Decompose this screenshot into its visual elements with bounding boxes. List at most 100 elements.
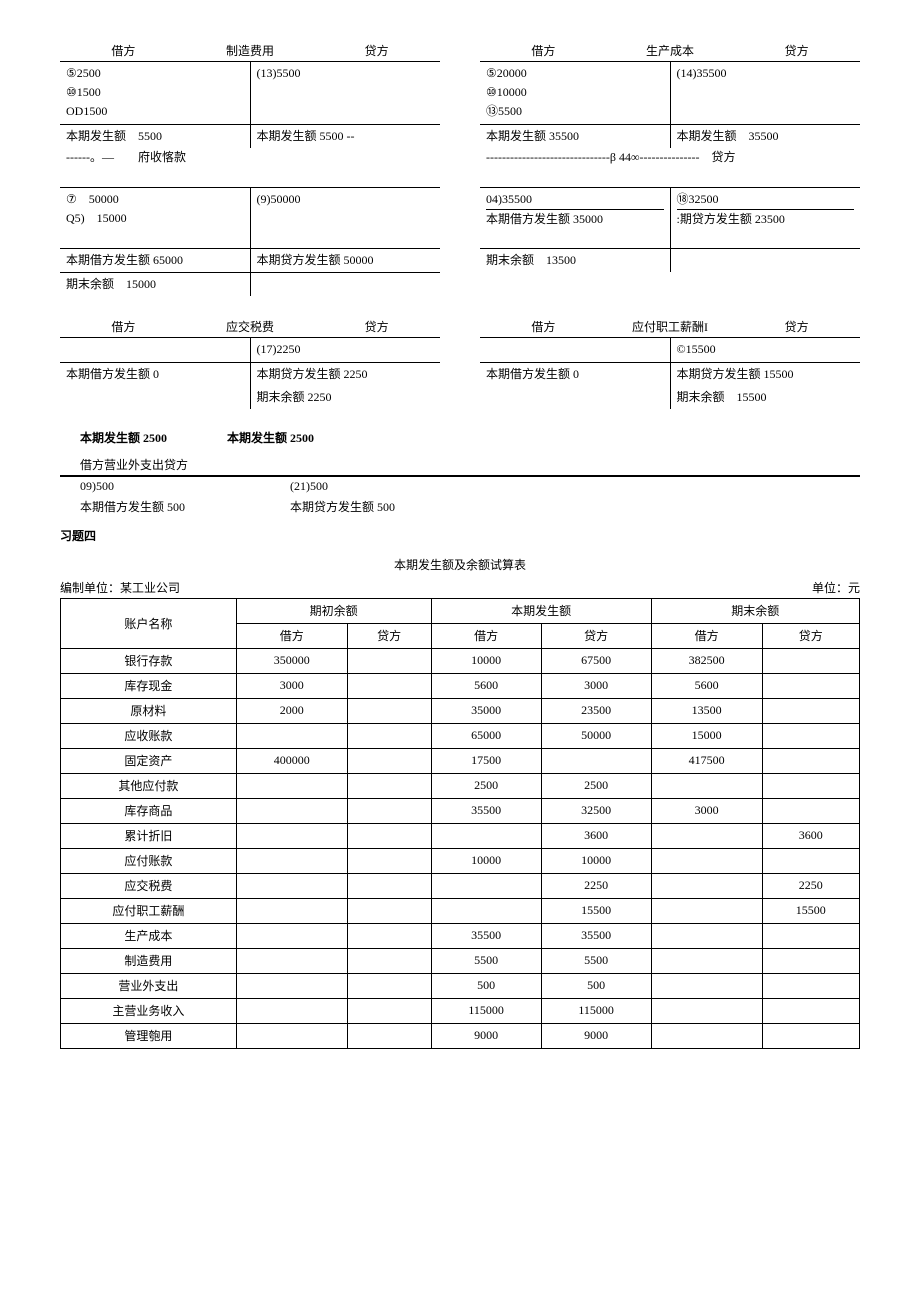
cell: 本期借方发生额 500 <box>60 496 270 517</box>
cell <box>431 898 541 923</box>
cell: ⑤2500 <box>66 64 244 83</box>
table-row: 制造费用55005500 <box>61 948 860 973</box>
t-account-mfg: 借方 制造费用 贷方 ⑤2500 ⑩1500 OD1500 (13)5500 本… <box>60 40 440 167</box>
cell: 本期贷方发生额 500 <box>270 496 480 517</box>
cell: 50000 <box>541 723 651 748</box>
th-end: 期末余额 <box>651 598 859 623</box>
hdr-right: 贷方 <box>733 42 860 59</box>
cell: 其他应付款 <box>61 773 237 798</box>
cell: 2000 <box>236 698 347 723</box>
cell <box>236 923 347 948</box>
cell: 3000 <box>651 798 762 823</box>
end-right: 期末余额 15500 <box>671 386 861 409</box>
cell <box>236 773 347 798</box>
cell: ⑩1500 <box>66 83 244 102</box>
cell: 10000 <box>541 848 651 873</box>
cell: 500 <box>431 973 541 998</box>
exercise-label: 习题四 <box>60 527 860 544</box>
cell: 04)35500 <box>486 190 664 209</box>
cell <box>762 773 859 798</box>
cell: 10000 <box>431 648 541 673</box>
table-row: 应付账款 1000010000 <box>61 848 860 873</box>
cell <box>762 648 859 673</box>
cell: 5600 <box>431 673 541 698</box>
cell <box>762 998 859 1023</box>
cell: 应付账款 <box>61 848 237 873</box>
cell: 10000 <box>431 848 541 873</box>
cell <box>651 1023 762 1048</box>
trial-meta: 编制单位：某工业公司 单位：元 <box>60 579 860 596</box>
cell: ⑦ 50000 <box>66 190 244 209</box>
t-account-nonop: 借方营业外支出贷方 09)500 (21)500 本期借方发生额 500 本期贷… <box>60 456 860 517</box>
end-right <box>251 273 441 296</box>
cell: (21)500 <box>270 477 480 496</box>
table-row: 其他应付款25002500 <box>61 773 860 798</box>
cell: 35500 <box>431 923 541 948</box>
cell: 应交税费 <box>61 873 237 898</box>
t-account-tax: 借方 应交税费 贷方 (17)2250 本期借方发生额 0 本期贷方发生额 22… <box>60 316 440 409</box>
cell <box>762 673 859 698</box>
cell: 15000 <box>651 723 762 748</box>
total-right: 本期发生额 5500 -- <box>251 125 441 148</box>
t-accounts-row-2: ⑦ 50000 Q5) 15000 (9)50000 本期借方发生额 65000… <box>60 187 860 296</box>
cell: OD1500 <box>66 102 244 121</box>
cell: 32500 <box>541 798 651 823</box>
cell: 2500 <box>431 773 541 798</box>
cell <box>762 1023 859 1048</box>
cell: 35500 <box>431 798 541 823</box>
cell <box>236 1023 347 1048</box>
table-row: 库存现金3000560030005600 <box>61 673 860 698</box>
cell <box>431 873 541 898</box>
cell: 350000 <box>236 648 347 673</box>
total-right: 本期发生额 35500 <box>671 125 861 148</box>
t-account-ar: ⑦ 50000 Q5) 15000 (9)50000 本期借方发生额 65000… <box>60 187 440 296</box>
end-right: 期末余额 2250 <box>251 386 441 409</box>
cell <box>347 923 431 948</box>
cell <box>236 898 347 923</box>
end-right <box>671 249 861 272</box>
meta-right: 单位：元 <box>812 579 860 596</box>
table-row: 应收账款650005000015000 <box>61 723 860 748</box>
hdr: 借方营业外支出贷方 <box>60 456 860 476</box>
cell <box>347 948 431 973</box>
cell <box>347 673 431 698</box>
cell: 115000 <box>541 998 651 1023</box>
cell: 417500 <box>651 748 762 773</box>
cell <box>236 798 347 823</box>
cell: ⑬5500 <box>486 102 664 121</box>
hdr-left: 借方 <box>480 42 607 59</box>
pair-left: 本期发生额 2500 <box>80 429 167 446</box>
th-cr: 贷方 <box>541 623 651 648</box>
cell <box>236 723 347 748</box>
hdr-right: 贷方 <box>733 318 860 335</box>
table-row: 固定资产40000017500417500 <box>61 748 860 773</box>
cell <box>347 723 431 748</box>
hdr-mid: 应付职工薪酬I <box>607 318 734 335</box>
total-right: 本期贷方发生额 50000 <box>251 249 441 272</box>
hdr-mid: 生产成本 <box>607 42 734 59</box>
cell: 3000 <box>541 673 651 698</box>
table-row: 银行存款3500001000067500382500 <box>61 648 860 673</box>
pair-right: 本期发生额 2500 <box>227 429 314 446</box>
hdr-left: 借方 <box>60 318 187 335</box>
table-row: 累计折旧36003600 <box>61 823 860 848</box>
cell <box>347 998 431 1023</box>
th-dr: 借方 <box>236 623 347 648</box>
t-account-salary: 借方 应付职工薪酬I 贷方 ©15500 本期借方发生额 0 本期贷方发生额 1… <box>480 316 860 409</box>
cell: (9)50000 <box>257 190 435 209</box>
total-left: 本期借方发生额 0 <box>480 363 671 386</box>
cell: 主营业务收入 <box>61 998 237 1023</box>
cell <box>431 823 541 848</box>
th-beg: 期初余额 <box>236 598 431 623</box>
total-left: 本期发生额 35500 <box>480 125 671 148</box>
hdr-right: 贷方 <box>313 318 440 335</box>
cell: 9000 <box>541 1023 651 1048</box>
th-dr: 借方 <box>431 623 541 648</box>
cell <box>651 773 762 798</box>
cell: 23500 <box>541 698 651 723</box>
t-account-prod: 借方 生产成本 贷方 ⑤20000 ⑩10000 ⑬5500 (14)35500… <box>480 40 860 167</box>
extra: -------------------------------β 44∞----… <box>480 148 860 167</box>
cell <box>762 698 859 723</box>
cell <box>236 848 347 873</box>
cell: 3600 <box>541 823 651 848</box>
